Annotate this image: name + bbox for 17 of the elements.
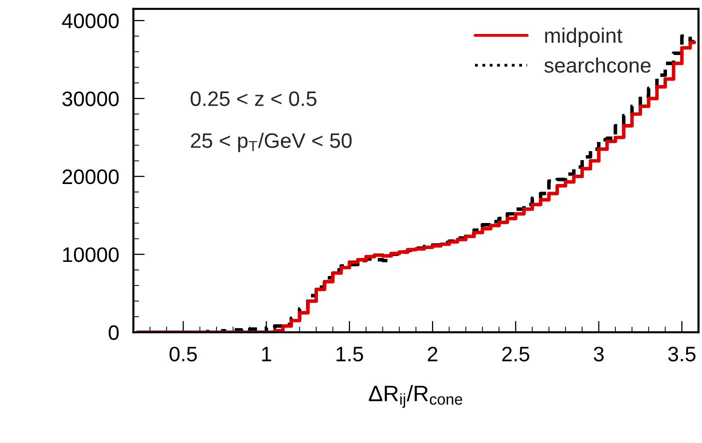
- y-tick-label: 0: [108, 325, 119, 340]
- annotation: 0.25 < z < 0.5: [190, 91, 316, 106]
- x-tick-label: 1: [262, 346, 272, 362]
- x-axis-title: ΔR$_{ij}$/R$_{cone}$: [368, 385, 462, 408]
- y-tick-label: 10000: [63, 247, 119, 262]
- legend-label: searchcone: [544, 57, 651, 73]
- x-tick-label: 1.5: [336, 346, 364, 362]
- x-tick-label: 0.5: [170, 346, 197, 362]
- x-tick-label: 2.5: [502, 346, 530, 362]
- y-tick-label: 30000: [62, 91, 119, 106]
- y-tick-label: 20000: [62, 169, 119, 184]
- annotation: 25 < p$_{T}$/GeV < 50: [190, 132, 352, 152]
- x-tick-label: 2: [428, 346, 438, 362]
- x-tick-label: 3: [594, 346, 604, 362]
- x-tick-label: 3.5: [668, 346, 696, 362]
- y-tick-label: 40000: [62, 14, 119, 28]
- legend-label: midpoint: [545, 28, 622, 48]
